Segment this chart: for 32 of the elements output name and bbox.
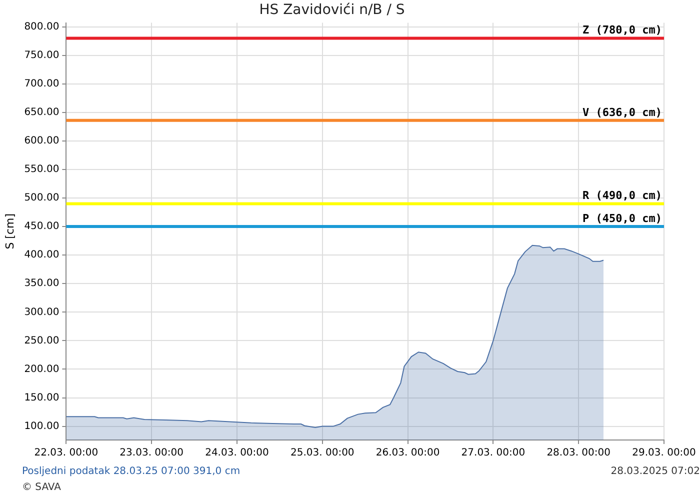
text: Posljedni podatak 28.03.25 07:00 391,0 cm — [22, 466, 240, 477]
ref-line-label: V (636,0 cm) — [582, 106, 662, 119]
chart-title: HS Zavidovići n/B / S — [259, 2, 405, 18]
x-tick-label: 29.03. 00:00 — [632, 448, 696, 459]
y-tick-label: 550.00 — [24, 164, 60, 176]
ref-line-label: Z (780,0 cm) — [582, 24, 662, 37]
y-tick-label: 500.00 — [24, 192, 60, 204]
text: 28.03.2025 07:02 — [610, 466, 700, 477]
ref-line-label: P (450,0 cm) — [582, 212, 662, 225]
y-tick-label: 800.00 — [24, 21, 60, 32]
x-tick-label: 26.03. 00:00 — [376, 448, 440, 459]
x-tick-label: 25.03. 00:00 — [290, 448, 354, 459]
y-axis-title: S [cm] — [3, 213, 16, 250]
text: © SAVA — [22, 482, 61, 493]
x-tick-label: 23.03. 00:00 — [120, 448, 184, 459]
y-tick-label: 700.00 — [24, 78, 60, 90]
y-tick-label: 250.00 — [24, 335, 60, 346]
y-tick-label: 650.00 — [24, 107, 60, 118]
ref-line-label: R (490,0 cm) — [582, 189, 662, 202]
y-tick-label: 300.00 — [24, 306, 60, 318]
x-tick-label: 24.03. 00:00 — [205, 448, 269, 459]
x-tick-label: 28.03. 00:00 — [546, 448, 611, 459]
y-tick-label: 200.00 — [24, 364, 60, 375]
y-tick-label: 400.00 — [24, 250, 60, 261]
y-tick-label: 600.00 — [24, 136, 60, 147]
x-tick-label: 22.03. 00:00 — [34, 448, 98, 459]
x-tick-label: 27.03. 00:00 — [461, 448, 526, 459]
y-tick-label: 100.00 — [24, 420, 60, 432]
y-tick-label: 150.00 — [24, 392, 60, 404]
y-tick-label: 450.00 — [24, 221, 60, 232]
y-tick-label: 750.00 — [24, 50, 60, 61]
y-tick-label: 350.00 — [24, 278, 60, 290]
